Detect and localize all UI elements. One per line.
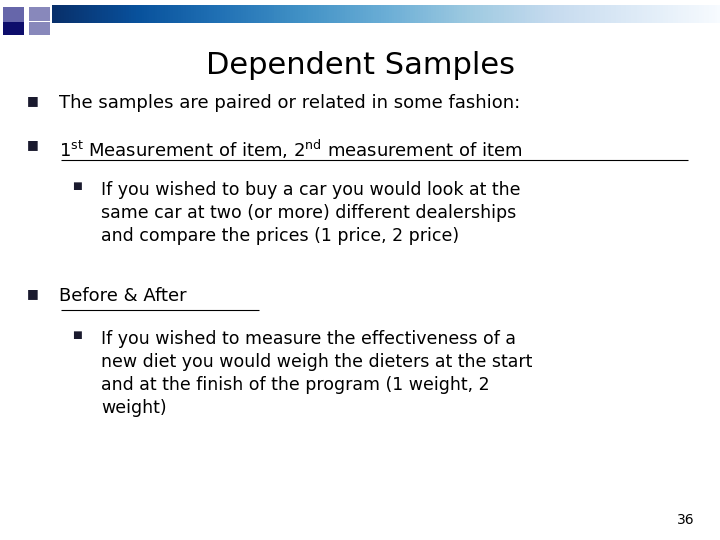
Text: ■: ■ xyxy=(27,94,39,107)
Text: ■: ■ xyxy=(27,138,39,151)
Bar xyxy=(3,7,24,22)
Bar xyxy=(3,7,24,35)
Text: Dependent Samples: Dependent Samples xyxy=(205,51,515,80)
Text: Before & After: Before & After xyxy=(59,287,186,305)
Text: 36: 36 xyxy=(678,512,695,526)
Bar xyxy=(29,22,50,35)
Text: ■: ■ xyxy=(72,330,82,341)
Text: If you wished to buy a car you would look at the
same car at two (or more) diffe: If you wished to buy a car you would loo… xyxy=(101,181,521,245)
Text: ■: ■ xyxy=(72,181,82,191)
Text: The samples are paired or related in some fashion:: The samples are paired or related in som… xyxy=(59,94,521,112)
Text: If you wished to measure the effectiveness of a
new diet you would weigh the die: If you wished to measure the effectivene… xyxy=(101,330,532,417)
Text: ■: ■ xyxy=(27,287,39,300)
Bar xyxy=(29,7,50,21)
Text: $\mathregular{1}$$^{\mathregular{st}}$ Measurement of item, $\mathregular{2}$$^{: $\mathregular{1}$$^{\mathregular{st}}$ M… xyxy=(59,138,523,161)
